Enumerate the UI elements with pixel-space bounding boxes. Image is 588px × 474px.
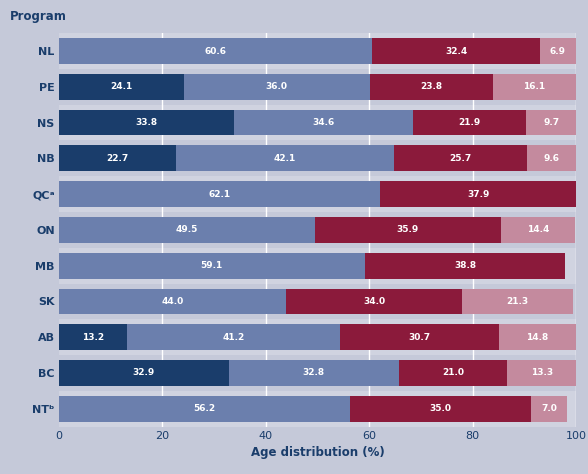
Text: 23.8: 23.8 (420, 82, 442, 91)
X-axis label: Age distribution (%): Age distribution (%) (250, 447, 385, 459)
Bar (507, 360, 576, 386)
Bar (59, 289, 286, 314)
Bar (59, 283, 576, 319)
Bar (394, 146, 527, 171)
Bar (59, 217, 315, 243)
Text: 21.0: 21.0 (442, 368, 464, 377)
Bar (59, 109, 233, 136)
Bar (59, 69, 576, 105)
Text: 60.6: 60.6 (205, 46, 226, 55)
Text: 21.3: 21.3 (506, 297, 529, 306)
Text: 7.0: 7.0 (541, 404, 557, 413)
Bar (370, 74, 493, 100)
Bar (233, 109, 413, 136)
Bar (540, 38, 576, 64)
Text: 32.9: 32.9 (133, 368, 155, 377)
Text: 35.9: 35.9 (397, 226, 419, 234)
Text: 35.0: 35.0 (429, 404, 451, 413)
Text: 37.9: 37.9 (467, 190, 489, 199)
Bar (59, 140, 576, 176)
Bar (59, 212, 576, 248)
Text: 14.4: 14.4 (527, 226, 549, 234)
Bar (399, 360, 507, 386)
Bar (59, 253, 365, 279)
Text: 30.7: 30.7 (409, 333, 431, 342)
Text: 42.1: 42.1 (274, 154, 296, 163)
Bar (493, 74, 576, 100)
Bar (499, 324, 576, 350)
Bar (176, 146, 394, 171)
Bar (59, 105, 576, 140)
Bar (59, 396, 350, 421)
Text: 49.5: 49.5 (176, 226, 198, 234)
Bar (59, 319, 576, 355)
Text: 9.6: 9.6 (544, 154, 560, 163)
Text: 14.8: 14.8 (526, 333, 549, 342)
Bar (462, 289, 573, 314)
Bar (340, 324, 499, 350)
Text: 56.2: 56.2 (193, 404, 215, 413)
Text: 38.8: 38.8 (454, 261, 476, 270)
Text: 13.2: 13.2 (82, 333, 104, 342)
Text: Program: Program (9, 10, 66, 23)
Text: 32.8: 32.8 (303, 368, 325, 377)
Text: 36.0: 36.0 (266, 82, 288, 91)
Text: 21.9: 21.9 (458, 118, 480, 127)
Bar (59, 74, 183, 100)
Bar (59, 146, 176, 171)
Text: 24.1: 24.1 (110, 82, 132, 91)
Bar (380, 181, 576, 207)
Text: 9.7: 9.7 (543, 118, 559, 127)
Bar (315, 217, 501, 243)
Bar (59, 176, 576, 212)
Bar (527, 146, 577, 171)
Bar (526, 109, 576, 136)
Bar (59, 324, 127, 350)
Text: 33.8: 33.8 (135, 118, 158, 127)
Bar (286, 289, 462, 314)
Bar (350, 396, 531, 421)
Text: 59.1: 59.1 (201, 261, 223, 270)
Text: 34.0: 34.0 (363, 297, 386, 306)
Bar (127, 324, 340, 350)
Text: 6.9: 6.9 (550, 46, 566, 55)
Text: 25.7: 25.7 (449, 154, 472, 163)
Text: 44.0: 44.0 (162, 297, 184, 306)
Text: 13.3: 13.3 (531, 368, 553, 377)
Bar (59, 38, 372, 64)
Bar (501, 217, 575, 243)
Text: 22.7: 22.7 (106, 154, 129, 163)
Bar (59, 360, 229, 386)
Bar (59, 391, 576, 427)
Bar (365, 253, 566, 279)
Text: 16.1: 16.1 (523, 82, 546, 91)
Text: 62.1: 62.1 (208, 190, 230, 199)
Bar (413, 109, 526, 136)
Bar (59, 181, 380, 207)
Bar (531, 396, 567, 421)
Bar (372, 38, 540, 64)
Bar (59, 33, 576, 69)
Bar (229, 360, 399, 386)
Bar (59, 248, 576, 283)
Text: 41.2: 41.2 (223, 333, 245, 342)
Bar (183, 74, 370, 100)
Text: 34.6: 34.6 (312, 118, 335, 127)
Bar (59, 355, 576, 391)
Text: 32.4: 32.4 (445, 46, 467, 55)
